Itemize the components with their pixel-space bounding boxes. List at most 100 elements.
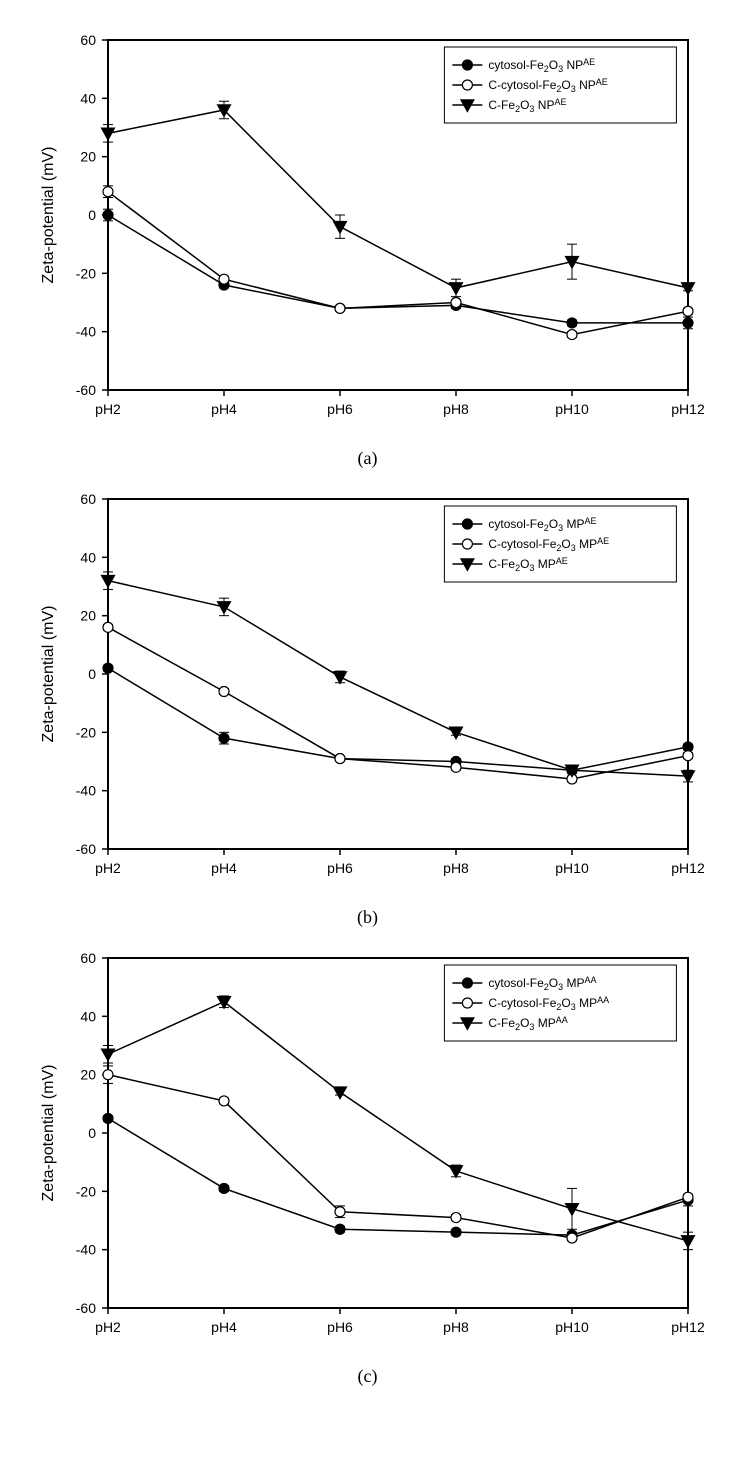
data-marker <box>101 1049 114 1061</box>
x-tick-label: pH4 <box>211 860 237 876</box>
y-tick-label: -20 <box>75 724 95 740</box>
y-axis-title: Zeta-potential (mV) <box>40 147 57 284</box>
y-tick-label: 60 <box>80 491 96 507</box>
data-marker <box>681 283 694 295</box>
data-marker <box>451 762 461 772</box>
x-tick-label: pH8 <box>443 860 469 876</box>
y-tick-label: 20 <box>80 608 96 624</box>
y-tick-label: -40 <box>75 1242 95 1258</box>
y-tick-label: -20 <box>75 265 95 281</box>
x-tick-label: pH8 <box>443 1319 469 1335</box>
y-tick-label: 40 <box>80 90 96 106</box>
legend: cytosol-Fe2O3 MPAAC-cytosol-Fe2O3 MPAAC-… <box>444 965 676 1041</box>
data-marker <box>219 274 229 284</box>
data-marker <box>683 318 693 328</box>
data-marker <box>449 1166 462 1178</box>
data-marker <box>683 751 693 761</box>
data-marker <box>335 1207 345 1217</box>
data-marker <box>451 298 461 308</box>
data-marker <box>683 1192 693 1202</box>
data-marker <box>219 687 229 697</box>
y-tick-label: 40 <box>80 1008 96 1024</box>
data-marker <box>683 306 693 316</box>
x-tick-label: pH10 <box>555 1319 589 1335</box>
legend-label: C-cytosol-Fe2O3 MPAA <box>488 995 609 1012</box>
panel-b: -60 -40 -20 0 20 40 60 Zeta-potential (mV) pH2 pH… <box>28 479 708 928</box>
y-tick-label: 0 <box>88 207 96 223</box>
x-tick-label: pH10 <box>555 401 589 417</box>
x-tick-label: pH2 <box>95 860 121 876</box>
y-tick-label: -60 <box>75 841 95 857</box>
data-marker <box>567 318 577 328</box>
data-marker <box>103 1070 113 1080</box>
panel-c: -60-40-200204060Zeta-potential (mV)pH2pH… <box>28 938 708 1387</box>
data-marker <box>681 771 694 783</box>
y-tick-label: 20 <box>80 1067 96 1083</box>
data-marker <box>451 1213 461 1223</box>
data-marker <box>449 727 462 739</box>
y-tick-label: 60 <box>80 32 96 48</box>
series-line <box>108 668 688 770</box>
data-marker <box>335 1224 345 1234</box>
x-tick-label: pH12 <box>671 401 705 417</box>
legend: cytosol-Fe2O3 MPAEC-cytosol-Fe2O3 MPAEC-… <box>444 506 676 582</box>
x-tick-label: pH6 <box>327 401 353 417</box>
data-marker <box>451 1227 461 1237</box>
data-marker <box>335 303 345 313</box>
chart-a: -60 -40 -20 0 20 40 60 Zeta-potential (mV) pH2 pH… <box>28 20 708 440</box>
sublabel: (c) <box>358 1366 378 1387</box>
data-marker <box>333 1087 346 1099</box>
data-marker <box>103 210 113 220</box>
y-tick-label: 20 <box>80 149 96 165</box>
y-tick-label: 40 <box>80 549 96 565</box>
data-marker <box>103 663 113 673</box>
y-tick-label: -40 <box>75 324 95 340</box>
data-marker <box>567 1233 577 1243</box>
data-marker <box>219 733 229 743</box>
data-marker <box>567 330 577 340</box>
x-tick-label: pH4 <box>211 401 237 417</box>
x-tick-label: pH8 <box>443 401 469 417</box>
x-tick-label: pH12 <box>671 860 705 876</box>
y-tick-label: -40 <box>75 783 95 799</box>
x-tick-label: pH12 <box>671 1319 705 1335</box>
data-marker <box>681 1236 694 1248</box>
y-tick-label: -60 <box>75 382 95 398</box>
data-marker <box>333 672 346 684</box>
legend-label: cytosol-Fe2O3 MPAE <box>488 516 596 533</box>
chart-b: -60 -40 -20 0 20 40 60 Zeta-potential (mV) pH2 pH… <box>28 479 708 899</box>
data-marker <box>219 1096 229 1106</box>
sublabel: (b) <box>357 907 378 928</box>
data-marker <box>219 1183 229 1193</box>
legend-label: C-cytosol-Fe2O3 NPAE <box>488 77 607 94</box>
y-axis-title: Zeta-potential (mV) <box>40 1065 57 1202</box>
x-tick-label: pH6 <box>327 860 353 876</box>
panel-a: -60 -40 -20 0 20 40 60 Zeta-potential (mV) pH2 pH… <box>28 20 708 469</box>
y-tick-label: -20 <box>75 1183 95 1199</box>
legend-label: cytosol-Fe2O3 MPAA <box>488 975 596 992</box>
legend-label: cytosol-Fe2O3 NPAE <box>488 57 595 74</box>
x-tick-label: pH6 <box>327 1319 353 1335</box>
data-marker <box>101 128 114 140</box>
legend-label: C-cytosol-Fe2O3 MPAE <box>488 536 609 553</box>
series-line <box>108 1075 688 1238</box>
series-line <box>108 110 688 288</box>
y-tick-label: 0 <box>88 666 96 682</box>
x-tick-label: pH2 <box>95 1319 121 1335</box>
data-marker <box>217 997 230 1009</box>
legend: cytosol-Fe2O3 NPAEC-cytosol-Fe2O3 NPAEC-… <box>444 47 676 123</box>
series-line <box>108 581 688 776</box>
sublabel: (a) <box>358 448 378 469</box>
x-tick-label: pH10 <box>555 860 589 876</box>
data-marker <box>103 1113 113 1123</box>
series-line <box>108 627 688 779</box>
data-marker <box>217 602 230 614</box>
chart-c: -60-40-200204060Zeta-potential (mV)pH2pH… <box>28 938 708 1358</box>
data-marker <box>103 622 113 632</box>
y-axis-title: Zeta-potential (mV) <box>40 606 57 743</box>
figure-root: -60 -40 -20 0 20 40 60 Zeta-potential (mV) pH2 pH… <box>10 20 725 1387</box>
x-tick-label: pH4 <box>211 1319 237 1335</box>
y-tick-label: -60 <box>75 1300 95 1316</box>
x-tick-label: pH2 <box>95 401 121 417</box>
data-marker <box>449 283 462 295</box>
